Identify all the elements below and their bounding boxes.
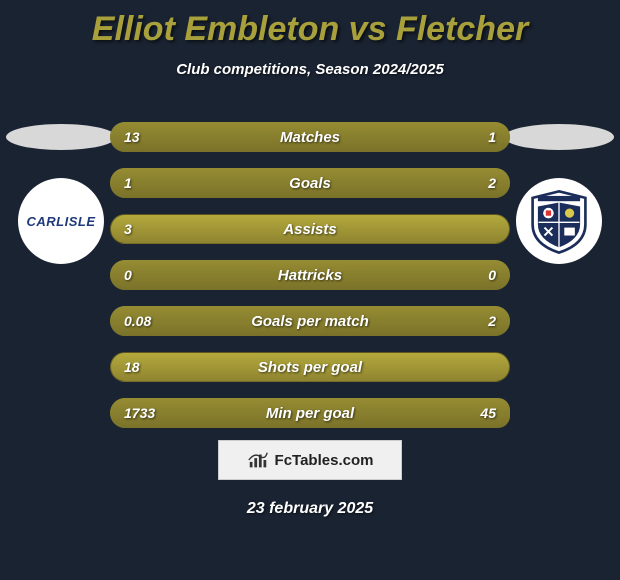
- stat-left-value: 0.08: [124, 306, 151, 336]
- fctables-logo-text: FcTables.com: [275, 452, 374, 469]
- stat-row: Shots per goal18: [110, 352, 510, 382]
- stat-row: Hattricks0 0: [110, 260, 510, 290]
- comparison-subtitle: Club competitions, Season 2024/2025: [0, 61, 620, 78]
- comparison-title: Elliot Embleton vs Fletcher: [0, 0, 620, 49]
- stat-row: Goals1 2: [110, 168, 510, 198]
- fctables-logo[interactable]: FcTables.com: [218, 440, 402, 480]
- stat-label: Min per goal: [110, 398, 510, 428]
- player-shadow-left: [6, 124, 116, 150]
- club-crest-left-text: CARLISLE: [27, 214, 96, 229]
- stat-right-value: 0: [488, 260, 496, 290]
- stat-right-value: 2: [488, 168, 496, 198]
- stat-left-value: 3: [124, 214, 132, 244]
- stat-right-value: 1: [488, 122, 496, 152]
- stat-row: Min per goal1733 45: [110, 398, 510, 428]
- stat-left-value: 1733: [124, 398, 155, 428]
- stat-row: Assists3: [110, 214, 510, 244]
- club-crest-left: CARLISLE: [18, 178, 104, 264]
- stat-label: Shots per goal: [110, 352, 510, 382]
- stat-label: Matches: [110, 122, 510, 152]
- club-crest-right: [516, 178, 602, 264]
- stat-right-value: 45: [480, 398, 496, 428]
- stat-label: Goals per match: [110, 306, 510, 336]
- player-shadow-right: [504, 124, 614, 150]
- stat-left-value: 18: [124, 352, 140, 382]
- stat-label: Assists: [110, 214, 510, 244]
- stat-left-value: 1: [124, 168, 132, 198]
- stat-right-value: 2: [488, 306, 496, 336]
- barrow-shield-icon: [526, 188, 592, 254]
- stat-left-value: 13: [124, 122, 140, 152]
- stat-left-value: 0: [124, 260, 132, 290]
- chart-icon: [247, 449, 269, 471]
- footer-date: 23 february 2025: [0, 500, 620, 518]
- stat-label: Hattricks: [110, 260, 510, 290]
- stat-row: Goals per match0.08 2: [110, 306, 510, 336]
- stat-row: Matches13 1: [110, 122, 510, 152]
- stats-bars: Matches131Goals12Assists3Hattricks00Goal…: [110, 122, 510, 444]
- stat-label: Goals: [110, 168, 510, 198]
